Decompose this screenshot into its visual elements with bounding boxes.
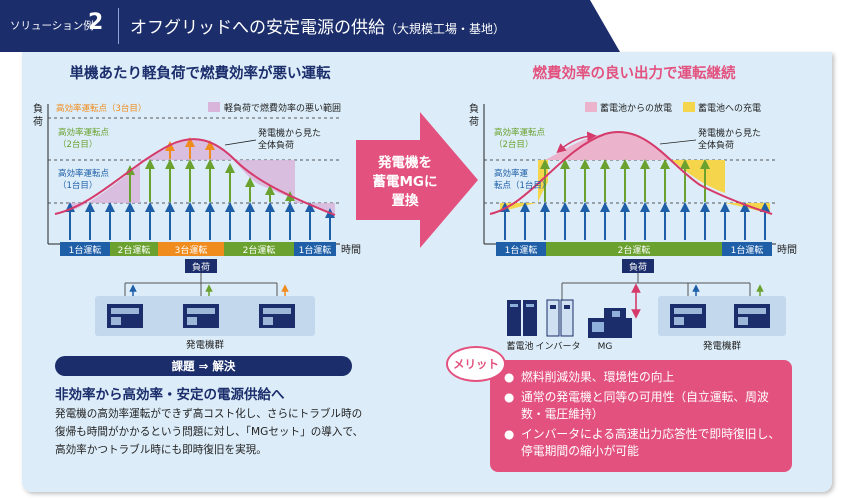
left-legend-swatch — [208, 102, 220, 112]
right-legend-discharge-swatch — [585, 102, 597, 112]
title-sub: （大規模工場・基地） — [385, 22, 506, 36]
right-discharge-area — [545, 132, 670, 160]
left-phase-1 — [60, 242, 110, 256]
left-y-label-2: 荷 — [33, 116, 43, 128]
merit-item-2: 通常の発電機と同等の可用性（自立運転、周波数・電圧維持） — [504, 389, 789, 423]
left-load-box — [185, 259, 217, 273]
left-point3-label: 高効率運転点（3台目） — [56, 103, 146, 114]
left-generator-diagram: 負荷 発電機群 — [95, 259, 315, 351]
right-load-label: 負荷 — [629, 261, 647, 273]
inverter-icon — [546, 299, 574, 337]
left-inefficient-area — [68, 139, 335, 214]
left-point2-label-2: （2台目） — [58, 139, 97, 150]
right-phase-3 — [722, 242, 772, 256]
left-phase-2 — [110, 242, 158, 256]
left-total-load-label-2: 全体負荷 — [258, 139, 294, 151]
right-point2-label-2: （2台目） — [494, 139, 533, 150]
left-generator-3 — [259, 304, 295, 328]
header-divider — [118, 8, 119, 44]
problem-solution-bar: 課題 ⇒ 解決 — [55, 356, 352, 376]
right-generator-2 — [734, 304, 770, 328]
left-legend-label: 軽負荷で燃費効率の悪い範囲 — [224, 102, 341, 114]
left-phase-3 — [158, 242, 224, 256]
page-title: オフグリッドへの安定電源の供給（大規模工場・基地） — [130, 13, 505, 38]
left-phase-4 — [224, 242, 294, 256]
left-arrows — [65, 137, 335, 240]
right-x-label: 時間 — [777, 244, 797, 256]
mg-label: MG — [598, 342, 613, 352]
header-bar: ソリューション例 2 オフグリッドへの安定電源の供給（大規模工場・基地） — [0, 0, 620, 52]
right-legend-discharge-label: 蓄電池からの放電 — [600, 102, 672, 114]
arrow-text-2: 蓄電MGに — [372, 173, 437, 190]
left-total-load-label-1: 発電機から見た — [258, 127, 321, 139]
left-phase-bar: 1台運転 2台運転 3台運転 2台運転 1台運転 — [60, 242, 336, 256]
battery-label: 蓄電池 — [506, 340, 533, 352]
right-legend-charge-label: 蓄電池への充電 — [698, 102, 761, 114]
left-total-load-leader — [224, 139, 257, 146]
right-total-load-leader — [659, 139, 697, 145]
right-charge-discharge-arrow — [556, 131, 597, 154]
right-y-label-1: 負 — [469, 103, 479, 115]
right-phase-label-3: 1台運転 — [731, 244, 764, 256]
solution-label: ソリューション例 — [10, 20, 94, 32]
left-point2-label-1: 高効率運転点 — [58, 127, 110, 138]
left-phase-5 — [294, 242, 336, 256]
merit-item-1: 燃料削減効果、環境性の向上 — [504, 369, 789, 386]
right-phase-label-2: 2台運転 — [618, 244, 651, 256]
right-system-diagram: 負荷 蓄電池 インバータ MG — [506, 259, 786, 352]
arrow-text-1: 発電機を — [377, 154, 432, 171]
left-x-label: 時間 — [341, 244, 361, 256]
right-point1-label-1: 高効率運 — [494, 168, 529, 179]
right-charge-area-4 — [725, 203, 770, 214]
right-total-load-label-1: 発電機から見た — [698, 127, 761, 139]
left-point1-label-1: 高効率運転点 — [58, 168, 110, 179]
right-phase-2 — [546, 242, 722, 256]
left-generator-2 — [183, 304, 219, 328]
merit-item-3: インバータによる高速出力応答性で即時復旧し、停電期間の縮小が可能 — [504, 426, 789, 460]
left-phase-label-3: 3台運転 — [175, 244, 208, 256]
left-phase-label-4: 2台運転 — [243, 244, 276, 256]
right-generator-1 — [670, 304, 706, 328]
left-generator-1 — [107, 304, 143, 328]
replace-arrow-shape — [356, 112, 478, 248]
left-chart: 負 荷 時間 — [33, 102, 361, 256]
left-y-label-1: 負 — [33, 103, 43, 115]
mg-icon — [588, 308, 632, 338]
left-total-load-curve — [54, 138, 336, 216]
right-legend-charge-swatch — [683, 102, 695, 112]
right-phase-bar: 1台運転 2台運転 1台運転 — [496, 242, 772, 256]
right-total-load-label-2: 全体負荷 — [698, 139, 734, 151]
right-total-load-curve — [489, 131, 773, 215]
left-phase-label-1: 1台運転 — [69, 244, 102, 256]
left-phase-label-5: 1台運転 — [299, 244, 332, 256]
arrow-text-3: 置換 — [392, 192, 419, 209]
right-heading: 燃費効率の良い出力で運転継続 — [533, 64, 736, 82]
right-arrows — [500, 159, 770, 240]
solution-heading: 非効率から高効率・安定の電源供給へ — [55, 387, 285, 403]
right-load-box — [622, 259, 654, 273]
merit-list: 燃料削減効果、環境性の向上 通常の発電機と同等の可用性（自立運転、周波数・電圧維… — [504, 369, 789, 463]
left-group-label: 発電機群 — [186, 339, 225, 351]
battery-icon — [507, 300, 537, 336]
solution-body: 発電機の高効率運転ができず高コスト化し、さらにトラブル時の復帰も時間がかかるとい… — [55, 408, 364, 456]
title-main: オフグリッドへの安定電源の供給 — [130, 18, 385, 38]
right-point2-label-1: 高効率運転点 — [494, 127, 546, 138]
right-y-label-2: 荷 — [469, 116, 479, 128]
right-point1-label-2: 転点（1台目） — [494, 180, 550, 191]
right-charge-area-3 — [672, 160, 725, 193]
right-chart: 負 荷 時間 — [469, 102, 797, 256]
replace-arrow: 発電機を 蓄電MGに 置換 — [356, 112, 478, 248]
right-phase-1 — [496, 242, 546, 256]
solution-number: 2 — [88, 10, 104, 35]
inverter-label: インバータ — [535, 341, 580, 352]
left-phase-label-2: 2台運転 — [118, 244, 151, 256]
left-point1-label-2: （1台目） — [58, 180, 97, 191]
left-load-label: 負荷 — [192, 261, 210, 273]
right-phase-label-1: 1台運転 — [505, 244, 538, 256]
merit-badge: メリット — [446, 346, 506, 382]
left-heading: 単機あたり軽負荷で燃費効率が悪い運転 — [70, 64, 331, 82]
right-group-label: 発電機群 — [703, 340, 742, 352]
